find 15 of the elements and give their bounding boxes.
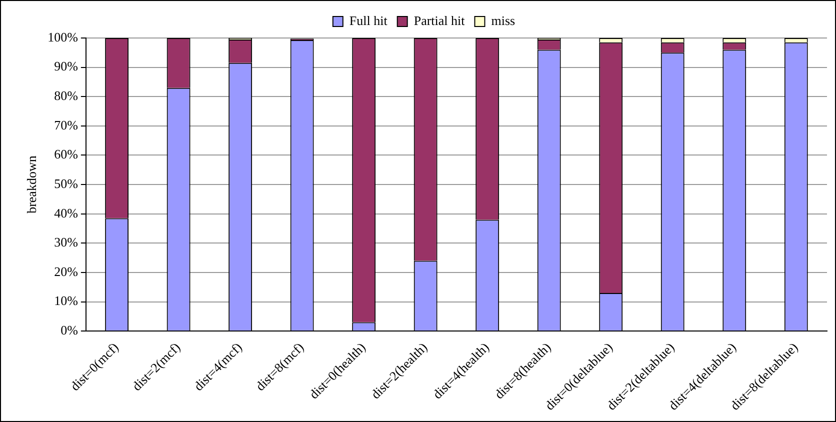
legend-label: Partial hit bbox=[414, 12, 466, 28]
y-tick-label: 60% bbox=[54, 146, 78, 162]
y-axis-title: breakdown bbox=[24, 155, 40, 214]
y-tick-label: 20% bbox=[54, 264, 78, 279]
y-tick-label: 40% bbox=[54, 205, 78, 220]
y-tick-label: 80% bbox=[54, 88, 78, 104]
legend-label: miss bbox=[491, 12, 516, 28]
y-tick-label: 70% bbox=[54, 117, 78, 132]
legend-label: Full hit bbox=[349, 12, 388, 28]
y-tick-label: 10% bbox=[54, 293, 78, 308]
y-tick-label: 50% bbox=[54, 176, 78, 191]
y-tick-label: 100% bbox=[48, 29, 78, 44]
y-tick-label: 30% bbox=[54, 234, 78, 250]
y-tick-label: 90% bbox=[54, 58, 78, 74]
y-tick-label: 0% bbox=[60, 322, 78, 338]
